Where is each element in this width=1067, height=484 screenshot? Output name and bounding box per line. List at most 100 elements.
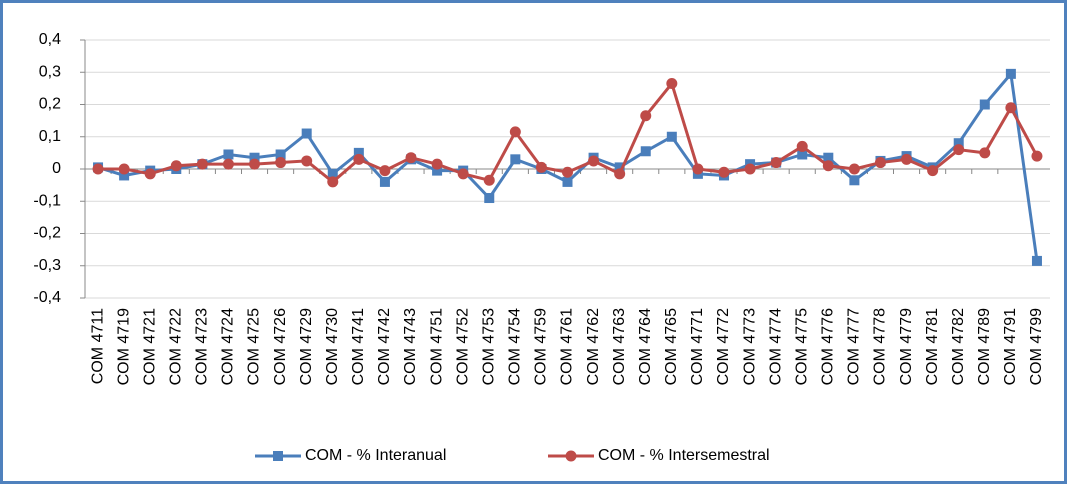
x-tick-label: COM 4771 <box>689 308 706 385</box>
x-tick-label: COM 4765 <box>663 308 680 385</box>
series-marker <box>770 157 782 169</box>
series-marker <box>222 158 234 170</box>
x-tick-label: COM 4762 <box>585 308 602 385</box>
series-marker <box>275 157 287 169</box>
x-tick-label: COM 4753 <box>480 308 497 385</box>
x-tick-label: COM 4754 <box>507 308 524 385</box>
series-marker <box>692 163 704 175</box>
x-tick-label: COM 4791 <box>1002 308 1019 385</box>
x-tick-label: COM 4775 <box>793 308 810 385</box>
x-tick-label: COM 4776 <box>820 308 837 385</box>
series-marker <box>275 149 286 160</box>
series-marker <box>849 175 860 186</box>
series-marker <box>483 174 495 186</box>
x-tick-label: COM 4743 <box>402 308 419 385</box>
x-tick-label: COM 4729 <box>298 308 315 385</box>
series-marker <box>92 163 104 175</box>
y-tick-label: 0,4 <box>39 31 61 48</box>
series-marker <box>562 166 573 178</box>
series-marker <box>301 155 313 167</box>
legend-label: COM - % Interanual <box>305 447 446 464</box>
series-marker <box>1005 102 1017 114</box>
series-marker <box>118 163 130 175</box>
series-marker <box>953 138 964 149</box>
series-marker <box>249 158 261 170</box>
series-marker <box>927 165 939 177</box>
y-tick-label: 0,2 <box>39 96 61 113</box>
y-tick-label: 0,1 <box>39 128 61 145</box>
x-tick-label: COM 4724 <box>220 308 237 385</box>
series-marker <box>588 155 600 167</box>
series-marker <box>796 140 808 152</box>
x-tick-label: COM 4777 <box>846 308 863 385</box>
series-marker <box>196 158 208 170</box>
x-tick-label: COM 4778 <box>872 308 889 385</box>
x-tick-label: COM 4772 <box>715 308 732 385</box>
series-marker <box>144 168 156 180</box>
legend-marker <box>273 451 283 461</box>
series-marker <box>1031 255 1042 266</box>
y-tick-label: -0,4 <box>33 289 61 306</box>
series-marker <box>874 157 886 169</box>
x-tick-label: COM 4719 <box>115 308 132 385</box>
series-marker <box>509 126 521 138</box>
y-tick-label: -0,2 <box>33 225 61 242</box>
series-marker <box>614 168 626 180</box>
x-tick-label: COM 4722 <box>168 308 185 385</box>
series-marker <box>535 161 547 173</box>
series-marker <box>640 110 652 122</box>
series-marker <box>822 160 834 172</box>
x-tick-label: COM 4723 <box>194 308 211 385</box>
series-marker <box>901 153 913 165</box>
series-marker <box>301 128 312 139</box>
x-tick-label: COM 4779 <box>898 308 915 385</box>
series-marker <box>797 149 808 160</box>
y-tick-label: -0,1 <box>33 192 61 209</box>
series-marker <box>432 165 443 176</box>
series-marker <box>223 149 234 160</box>
series-marker <box>249 152 260 163</box>
x-tick-label: COM 4782 <box>950 308 967 385</box>
x-tick-label: COM 4781 <box>924 308 941 385</box>
series-marker <box>119 170 130 181</box>
x-tick-label: COM 4764 <box>637 308 654 385</box>
x-tick-label: COM 4799 <box>1028 308 1045 385</box>
x-tick-label: COM 4725 <box>246 308 263 385</box>
x-tick-label: COM 4789 <box>976 308 993 385</box>
series-marker <box>614 162 625 173</box>
series-marker <box>666 131 677 142</box>
series-marker <box>405 152 417 164</box>
x-tick-label: COM 4761 <box>559 308 576 385</box>
y-tick-label: 0,3 <box>39 63 61 80</box>
x-tick-label: COM 4759 <box>533 308 550 385</box>
x-tick-label: COM 4751 <box>428 308 445 385</box>
x-tick-label: COM 4752 <box>454 308 471 385</box>
series-marker <box>848 163 860 175</box>
series-marker <box>979 99 990 110</box>
x-tick-label: COM 4742 <box>376 308 393 385</box>
series-marker <box>457 168 469 180</box>
series-marker <box>170 160 182 172</box>
series-marker <box>379 165 391 177</box>
x-tick-label: COM 4721 <box>141 308 158 385</box>
series-marker <box>327 168 338 179</box>
series-marker <box>1031 150 1043 162</box>
series-marker <box>953 144 965 156</box>
series-marker <box>718 166 730 178</box>
x-tick-label: COM 4711 <box>89 308 106 384</box>
series-marker <box>431 158 443 170</box>
x-tick-label: COM 4730 <box>324 308 341 385</box>
legend-label: COM - % Intersemestral <box>598 447 770 464</box>
x-tick-label: COM 4763 <box>611 308 628 385</box>
series-marker <box>640 146 651 157</box>
series-marker <box>484 193 495 204</box>
x-tick-label: COM 4741 <box>350 308 367 385</box>
x-tick-label: COM 4774 <box>767 308 784 385</box>
x-tick-label: COM 4726 <box>272 308 289 385</box>
series-marker <box>823 152 834 163</box>
series-marker <box>379 176 390 187</box>
series-marker <box>510 154 521 165</box>
series-marker <box>353 153 365 165</box>
